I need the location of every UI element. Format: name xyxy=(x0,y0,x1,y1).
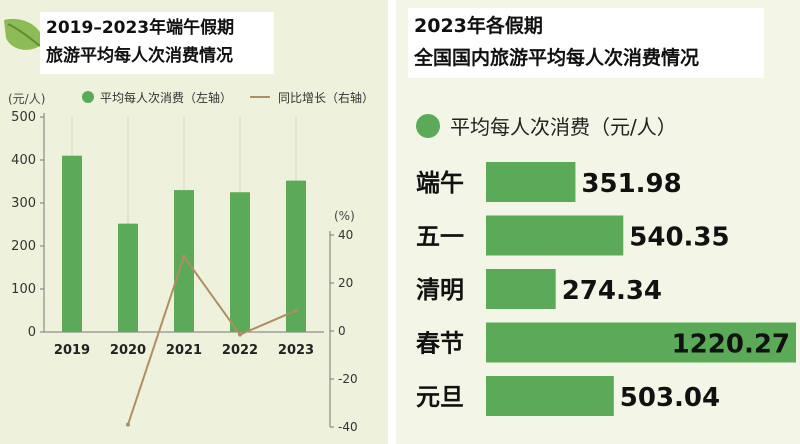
value-label-五一: 540.35 xyxy=(629,223,729,253)
growth-point xyxy=(238,332,242,337)
right-legend-swatch xyxy=(416,114,440,138)
value-label-清明: 274.34 xyxy=(562,276,662,306)
value-label-春节: 1220.27 xyxy=(672,330,790,360)
category-label-五一: 五一 xyxy=(416,223,464,251)
right-title-line2: 全国国内旅游平均每人次消费情况 xyxy=(414,47,700,69)
left-title-line1: 2019–2023年端午假期 xyxy=(46,18,235,38)
right-chart-panel: 2023年各假期 全国国内旅游平均每人次消费情况 平均每人次消费（元/人） 端午… xyxy=(396,0,800,444)
left-chart-title: 2019–2023年端午假期 旅游平均每人次消费情况 xyxy=(40,12,274,74)
growth-line xyxy=(127,254,297,425)
bar-2022 xyxy=(230,192,250,332)
x-tick-label-2022: 2022 xyxy=(222,343,258,358)
x-tick-label-2020: 2020 xyxy=(110,343,146,358)
left-y-tick-label: 100 xyxy=(11,282,36,297)
x-tick-label-2019: 2019 xyxy=(54,343,90,358)
left-y-tick-label: 0 xyxy=(28,325,36,340)
x-tick-label-2023: 2023 xyxy=(278,343,314,358)
category-label-端午: 端午 xyxy=(416,169,464,197)
category-label-清明: 清明 xyxy=(416,276,464,304)
bar-2019 xyxy=(62,155,82,332)
left-axis-unit: (元/人) xyxy=(8,92,45,106)
right-chart-svg: 平均每人次消费（元/人） 端午 351.98 五一 540.35 清明 274.34 春节 1… xyxy=(416,114,796,416)
legend-bar-label: 平均每人次消费（左轴） xyxy=(100,90,232,105)
category-label-元旦: 元旦 xyxy=(416,383,464,411)
right-chart-title: 2023年各假期 全国国内旅游平均每人次消费情况 xyxy=(408,8,764,78)
hbar-元旦 xyxy=(486,376,614,416)
growth-point xyxy=(294,308,298,313)
legend-line-label: 同比增长（右轴） xyxy=(278,90,374,105)
bar-2020 xyxy=(118,223,138,332)
growth-point xyxy=(182,254,186,259)
legend-bar-swatch xyxy=(82,91,94,103)
left-y-tick-label: 300 xyxy=(11,196,36,211)
right-title-line1: 2023年各假期 xyxy=(414,15,543,37)
right-legend-label: 平均每人次消费（元/人） xyxy=(450,115,677,139)
hbar-清明 xyxy=(486,269,556,309)
leaf-decoration-icon xyxy=(4,18,44,50)
hbar-端午 xyxy=(486,162,576,202)
x-tick-label-2021: 2021 xyxy=(166,343,202,358)
right-y-tick-label: 40 xyxy=(338,228,353,242)
value-label-元旦: 503.04 xyxy=(620,383,720,413)
hbar-春节 xyxy=(486,322,796,363)
left-chart-svg: (元/人) 平均每人次消费（左轴） 同比增长（右轴） (%) 010020030… xyxy=(8,90,374,434)
category-label-春节: 春节 xyxy=(416,330,464,358)
growth-point xyxy=(126,422,130,427)
left-title-line2: 旅游平均每人次消费情况 xyxy=(46,46,233,66)
bar-2021 xyxy=(174,190,194,332)
right-y-tick-label: 0 xyxy=(338,324,346,338)
left-y-tick-label: 400 xyxy=(11,153,36,168)
right-y-tick-label: 20 xyxy=(338,276,353,290)
left-y-tick-label: 500 xyxy=(11,110,36,125)
hbar-五一 xyxy=(486,215,624,256)
right-y-tick-label: -20 xyxy=(338,372,358,386)
value-label-端午: 351.98 xyxy=(581,169,681,199)
right-y-tick-label: -40 xyxy=(338,420,358,434)
right-axis-unit: (%) xyxy=(334,209,355,223)
left-y-tick-label: 200 xyxy=(11,239,36,254)
bar-2023 xyxy=(286,180,306,332)
left-chart-panel: 2019–2023年端午假期 旅游平均每人次消费情况 (元/人) 平均每人次消费… xyxy=(0,0,388,444)
